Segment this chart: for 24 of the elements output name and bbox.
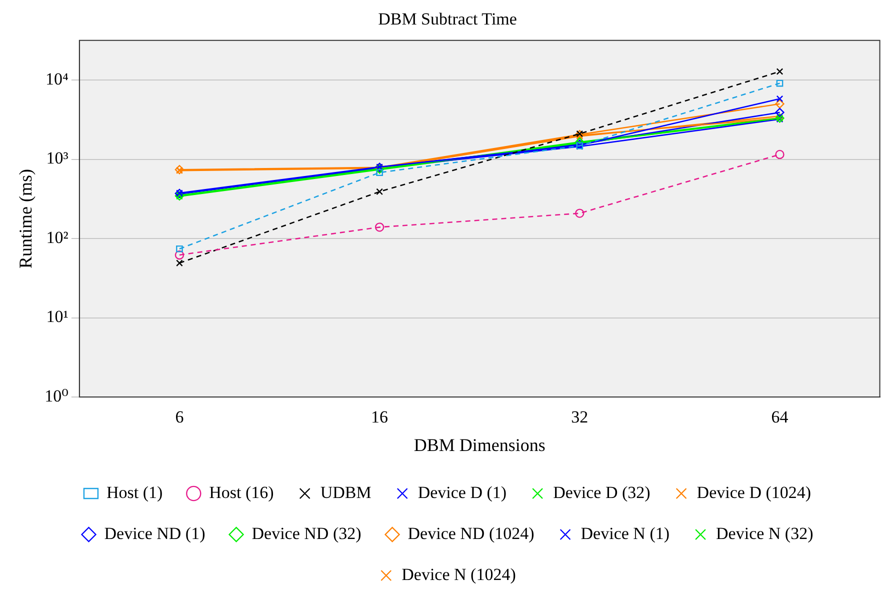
legend-label: Device ND (1) <box>104 524 206 543</box>
legend-label: Device D (32) <box>553 482 650 502</box>
x-tick-label: 6 <box>175 408 184 427</box>
y-tick-label: 10⁴ <box>45 69 68 88</box>
legend-label: UDBM <box>320 482 372 502</box>
legend-label: Device D (1) <box>418 482 507 502</box>
x-tick-label: 64 <box>771 408 789 427</box>
legend-label: Device N (1) <box>580 524 670 543</box>
legend-label: Device ND (1024) <box>408 524 534 543</box>
y-tick-label: 10³ <box>46 148 68 168</box>
x-tick-label: 16 <box>371 408 388 427</box>
y-tick-label: 10⁰ <box>44 386 69 406</box>
x-axis-title: DBM Dimensions <box>414 434 546 455</box>
legend-label: Device N (32) <box>716 524 814 543</box>
y-tick-label: 10² <box>46 228 68 247</box>
y-tick-label: 10¹ <box>46 307 68 326</box>
x-tick-label: 32 <box>571 408 588 427</box>
legend-label: Device D (1024) <box>696 482 812 502</box>
legend-label: Host (1) <box>106 482 163 502</box>
legend-label: Device N (1024) <box>402 564 516 584</box>
legend-label: Device ND (32) <box>252 524 362 543</box>
legend-label: Host (16) <box>209 482 274 502</box>
chart-title: DBM Subtract Time <box>378 10 517 29</box>
y-axis-title: Runtime (ms) <box>16 168 36 268</box>
